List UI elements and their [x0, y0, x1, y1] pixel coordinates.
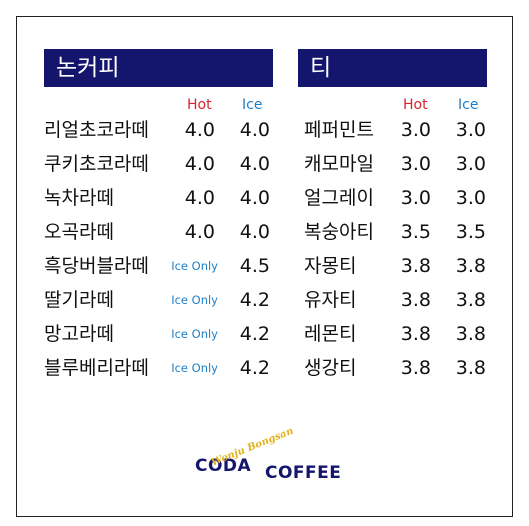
menu-item-hot-price: 4.0	[184, 119, 215, 141]
logo-word-coffee: COFFEE	[265, 463, 342, 483]
menu-item-ice-price: 3.8	[455, 289, 486, 311]
menu-item-name: 오곡라떼	[44, 221, 114, 243]
menu-item-hot-price: 4.0	[184, 153, 215, 175]
menu-item-ice-price: 4.2	[239, 323, 270, 345]
noncoffee-menu-item: 오곡라떼 4.0 4.0	[0, 220, 529, 244]
menu-item-name: 페퍼민트	[304, 119, 374, 141]
tea-ice-label: Ice	[458, 97, 479, 113]
menu-board-frame	[16, 16, 513, 517]
menu-item-ice-price: 3.8	[455, 357, 486, 379]
menu-item-ice-price: 4.0	[239, 221, 270, 243]
tea-menu-item: 자몽티 3.8 3.8	[0, 254, 529, 278]
tea-menu-item: 유자티 3.8 3.8	[0, 288, 529, 312]
menu-item-name: 리얼초코라떼	[44, 119, 149, 141]
menu-item-name: 생강티	[304, 357, 357, 379]
menu-item-name: 녹차라떼	[44, 187, 114, 209]
tea-hot-label: Hot	[403, 97, 428, 113]
noncoffee-ice-label: Ice	[242, 97, 263, 113]
noncoffee-menu-item: 쿠키초코라떼 4.0 4.0	[0, 152, 529, 176]
menu-item-ice-price: 3.0	[455, 153, 486, 175]
menu-item-name: 블루베리라떼	[44, 357, 149, 379]
menu-item-ice-price: 4.0	[239, 119, 270, 141]
menu-item-name: 쿠키초코라떼	[44, 153, 149, 175]
noncoffee-hot-label: Hot	[187, 97, 212, 113]
menu-item-name: 자몽티	[304, 255, 357, 277]
coda-coffee-logo: CODA Wonju Bongsan COFFEE	[190, 426, 350, 500]
tea-menu-item: 얼그레이 3.0 3.0	[0, 186, 529, 210]
tea-menu-item: 페퍼민트 3.0 3.0	[0, 118, 529, 142]
tea-menu-item: 생강티 3.8 3.8	[0, 356, 529, 380]
tea-menu-item: 레몬티 3.8 3.8	[0, 322, 529, 346]
noncoffee-menu-item: 망고라떼 Ice Only 4.2	[0, 322, 529, 346]
noncoffee-menu-item: 녹차라떼 4.0 4.0	[0, 186, 529, 210]
menu-item-hot-price: 3.8	[400, 255, 431, 277]
menu-item-name: 복숭아티	[304, 221, 374, 243]
menu-item-ice-price: 4.5	[239, 255, 270, 277]
menu-item-hot-price: Ice Only	[171, 293, 218, 307]
menu-item-name: 얼그레이	[304, 187, 374, 209]
menu-item-ice-price: 3.8	[455, 323, 486, 345]
menu-item-hot-price: 3.8	[400, 323, 431, 345]
menu-item-name: 망고라떼	[44, 323, 114, 345]
menu-item-hot-price: Ice Only	[171, 361, 218, 375]
menu-item-hot-price: Ice Only	[171, 327, 218, 341]
section-header-tea: 티	[298, 49, 487, 87]
menu-item-hot-price: 4.0	[184, 221, 215, 243]
menu-item-ice-price: 3.0	[455, 119, 486, 141]
menu-item-name: 딸기라떼	[44, 289, 114, 311]
noncoffee-menu-item: 딸기라떼 Ice Only 4.2	[0, 288, 529, 312]
section-header-noncoffee: 논커피	[44, 49, 273, 87]
logo-word-coda: CODA	[195, 456, 252, 476]
noncoffee-menu-item: 흑당버블라떼 Ice Only 4.5	[0, 254, 529, 278]
menu-item-hot-price: 4.0	[184, 187, 215, 209]
menu-item-ice-price: 4.0	[239, 187, 270, 209]
menu-item-ice-price: 3.5	[455, 221, 486, 243]
noncoffee-menu-item: 리얼초코라떼 4.0 4.0	[0, 118, 529, 142]
menu-item-name: 유자티	[304, 289, 357, 311]
menu-item-hot-price: 3.8	[400, 357, 431, 379]
menu-item-name: 레몬티	[304, 323, 357, 345]
menu-item-ice-price: 3.0	[455, 187, 486, 209]
menu-item-name: 캐모마일	[304, 153, 374, 175]
menu-item-ice-price: 4.0	[239, 153, 270, 175]
menu-item-hot-price: Ice Only	[171, 259, 218, 273]
tea-menu-item: 캐모마일 3.0 3.0	[0, 152, 529, 176]
menu-item-hot-price: 3.0	[400, 153, 431, 175]
menu-item-ice-price: 4.2	[239, 357, 270, 379]
noncoffee-menu-item: 블루베리라떼 Ice Only 4.2	[0, 356, 529, 380]
tea-menu-item: 복숭아티 3.5 3.5	[0, 220, 529, 244]
menu-item-name: 흑당버블라떼	[44, 255, 149, 277]
menu-item-ice-price: 3.8	[455, 255, 486, 277]
menu-item-ice-price: 4.2	[239, 289, 270, 311]
menu-item-hot-price: 3.0	[400, 187, 431, 209]
menu-item-hot-price: 3.5	[400, 221, 431, 243]
menu-item-hot-price: 3.8	[400, 289, 431, 311]
menu-item-hot-price: 3.0	[400, 119, 431, 141]
